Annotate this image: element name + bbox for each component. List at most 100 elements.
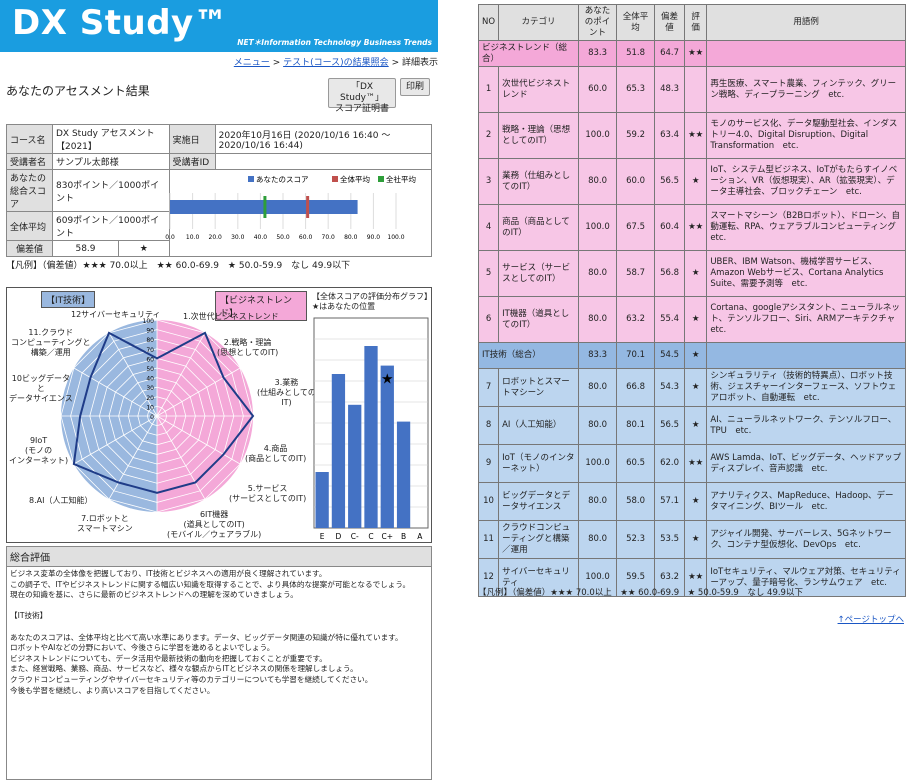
radar-spoke — [108, 415, 158, 500]
row-rate: ★★ — [684, 444, 708, 483]
radar-spoke — [73, 367, 158, 417]
th-rate: 評価 — [684, 4, 708, 41]
row-no: 4 — [477, 204, 500, 251]
dist-title-text: 【全体スコアの評価分布グラフ】 — [312, 292, 432, 301]
row-no: 11 — [477, 520, 500, 559]
th-no: NO — [477, 4, 500, 41]
row-avg: 58.0 — [616, 482, 656, 521]
bar-marker-avg — [306, 196, 310, 218]
course-label: コース名 — [6, 124, 53, 154]
table-row: 9 IoT（モノのインターネット） 100.0 60.5 62.0 ★★ AWS Lamda… — [477, 444, 906, 483]
th-terms: 用語例 — [706, 4, 906, 41]
row-terms: アナリティクス、MapReduce、Hadoop、データマイニング、BIツール … — [706, 482, 906, 521]
radar-labels: 【IT技術】 【ビジネストレンド】 1.次世代ビジネストレンド 2.戦略・理論 … — [7, 288, 316, 542]
row-terms: スマートマシーン（B2Bロボット）、ドローン、自動運転、RPA、ウェアラブルコン… — [706, 204, 906, 251]
legend-co-text: 全社平均 — [386, 174, 416, 184]
examinee-id-label: 受講者ID — [168, 153, 216, 170]
radar-scale-label: 10 — [146, 404, 154, 411]
group-rate: ★ — [684, 342, 708, 369]
row-you: 100.0 — [578, 204, 618, 251]
row-avg: 60.0 — [616, 158, 656, 205]
radar-score-line — [72, 331, 255, 494]
row-category: サイバーセキュリティ — [498, 558, 580, 597]
row-you: 80.0 — [578, 368, 618, 407]
dist-bar — [380, 365, 394, 528]
row-terms: AWS Lamda、IoT、ビッグデータ、ヘッドアップディスプレイ、音声認識 e… — [706, 444, 906, 483]
summary-line: クラウドコンピューティングやサイバーセキュリティ等のカテゴリーについても学習を継… — [10, 674, 373, 684]
group-row: IT技術（総合） 83.3 70.1 54.5 ★ — [477, 342, 906, 369]
group-row: ビジネストレンド（総合） 83.3 51.8 64.7 ★★ — [477, 40, 906, 67]
summary-line: ロボットやAIなどの分野において、今後さらに学習を進めるとよいでしょう。 — [10, 643, 275, 653]
summary-line — [10, 601, 428, 612]
row-dev: 62.0 — [654, 444, 686, 483]
row-terms: アジャイル開発、サーバーレス、5Gネットワーク、コンテナ型仮想化、DevOps … — [706, 520, 906, 559]
radar-label-7: 7.ロボットと スマートマシン — [77, 514, 133, 533]
radar-scale-label: 100 — [143, 318, 155, 325]
group-terms-empty — [706, 40, 906, 67]
legend-you-swatch — [248, 176, 254, 182]
legend-you-text: あなたのスコア — [256, 175, 309, 184]
row-category: クラウドコンピューティングと構築／運用 — [498, 520, 580, 559]
row-rate: ★ — [684, 406, 708, 445]
row-terms: UBER、IBM Watson、機械学習サービス、Amazon Webサービス、… — [706, 250, 906, 297]
group-name: IT技術（総合） — [477, 342, 580, 369]
row-dev: 56.5 — [654, 158, 686, 205]
radar-spoke — [156, 332, 206, 417]
total-value: 830ポイント／1000ポイント — [52, 169, 170, 212]
dist-sub-text: ★はあなたの位置 — [312, 302, 376, 311]
legend-avg-text: 全体平均 — [340, 174, 370, 184]
print-button[interactable]: 印刷 — [400, 78, 430, 96]
row-dev: 56.8 — [654, 250, 686, 297]
radar-label-1: 1.次世代ビジネストレンド — [183, 312, 279, 321]
date-value: 2020年10月16日 (2020/10/16 16:40 ～ 2020/10/… — [214, 124, 433, 154]
tag-it: 【IT技術】 — [41, 291, 96, 308]
group-you: 83.3 — [578, 342, 618, 369]
th-avg: 全体平均 — [616, 4, 656, 41]
radar-scale-label: 80 — [146, 337, 154, 344]
radar-label-4: 4.商品 (商品としてのIT) — [245, 444, 307, 463]
radar-scale-label: 20 — [146, 395, 154, 402]
row-you: 80.0 — [578, 250, 618, 297]
summary-line: 今後も学習を継続し、より高いスコアを目指してください。 — [10, 685, 215, 695]
dist-bar — [396, 421, 411, 528]
table-row: 4 商品（商品としてのIT） 100.0 67.5 60.4 ★★ スマートマシーン（B2B… — [477, 204, 906, 251]
th-category: カテゴリ — [498, 4, 580, 41]
breadcrumb-menu-link[interactable]: メニュー — [233, 58, 270, 68]
legend-avg-swatch — [332, 176, 338, 182]
table-row: 12 サイバーセキュリティ 100.0 59.5 63.2 ★★ IoTセキュリティ、マルウ… — [477, 558, 906, 597]
group-rate: ★★ — [684, 40, 708, 67]
breadcrumb-sep: > — [391, 58, 400, 68]
row-dev: 60.4 — [654, 204, 686, 251]
radar-scale-label: 90 — [146, 328, 154, 335]
radar-scale-label: 50 — [146, 366, 154, 373]
cert-line1: 「DX Study™」 — [340, 82, 384, 103]
date-label: 実施日 — [168, 124, 216, 154]
row-dev: 54.3 — [654, 368, 686, 407]
row-you: 100.0 — [578, 112, 618, 159]
bar-tick-label: 90.0 — [367, 234, 381, 241]
summary-line: 【IT技術】 — [10, 611, 48, 621]
row-rate: ★★ — [684, 558, 708, 597]
page-top-link[interactable]: ↑ページトップへ — [837, 615, 904, 625]
row-terms: IoT、システム型ビジネス、IoTがもたらすイノベーション、VR（仮想現実）、A… — [706, 158, 906, 205]
score-certificate-button[interactable]: 「DX Study™」 スコア証明書 — [328, 78, 396, 114]
row-no: 10 — [477, 482, 500, 521]
row-category: ビッグデータとデータサイエンス — [498, 482, 580, 521]
dist-bar — [331, 374, 346, 528]
row-rate: ★ — [684, 250, 708, 297]
dist-category-label: B — [401, 532, 406, 541]
radar-spoke — [156, 415, 241, 465]
row-you: 80.0 — [578, 406, 618, 445]
breadcrumb-test-link[interactable]: テスト(コース)の結果照会 — [283, 58, 389, 68]
bar-tick-label: 50.0 — [276, 234, 290, 241]
dev-value: 58.9 — [52, 240, 119, 257]
row-no: 5 — [477, 250, 500, 297]
table-row: 1 次世代ビジネストレンド 60.0 65.3 48.3 再生医療、スマート農業、フィンテ… — [477, 66, 906, 113]
row-terms: 再生医療、スマート農業、フィンテック、グリーン戦略、ディープラーニング etc. — [706, 66, 906, 113]
table-row: 2 戦略・理論（思想としてのIT） 100.0 59.2 63.4 ★★ モノのサービス化、… — [477, 112, 906, 159]
brand-header: DX Study™ NET＊Information Technology Bus… — [0, 0, 438, 52]
row-category: 戦略・理論（思想としてのIT） — [498, 112, 580, 159]
row-avg: 67.5 — [616, 204, 656, 251]
radar-scale-label: 30 — [146, 385, 154, 392]
